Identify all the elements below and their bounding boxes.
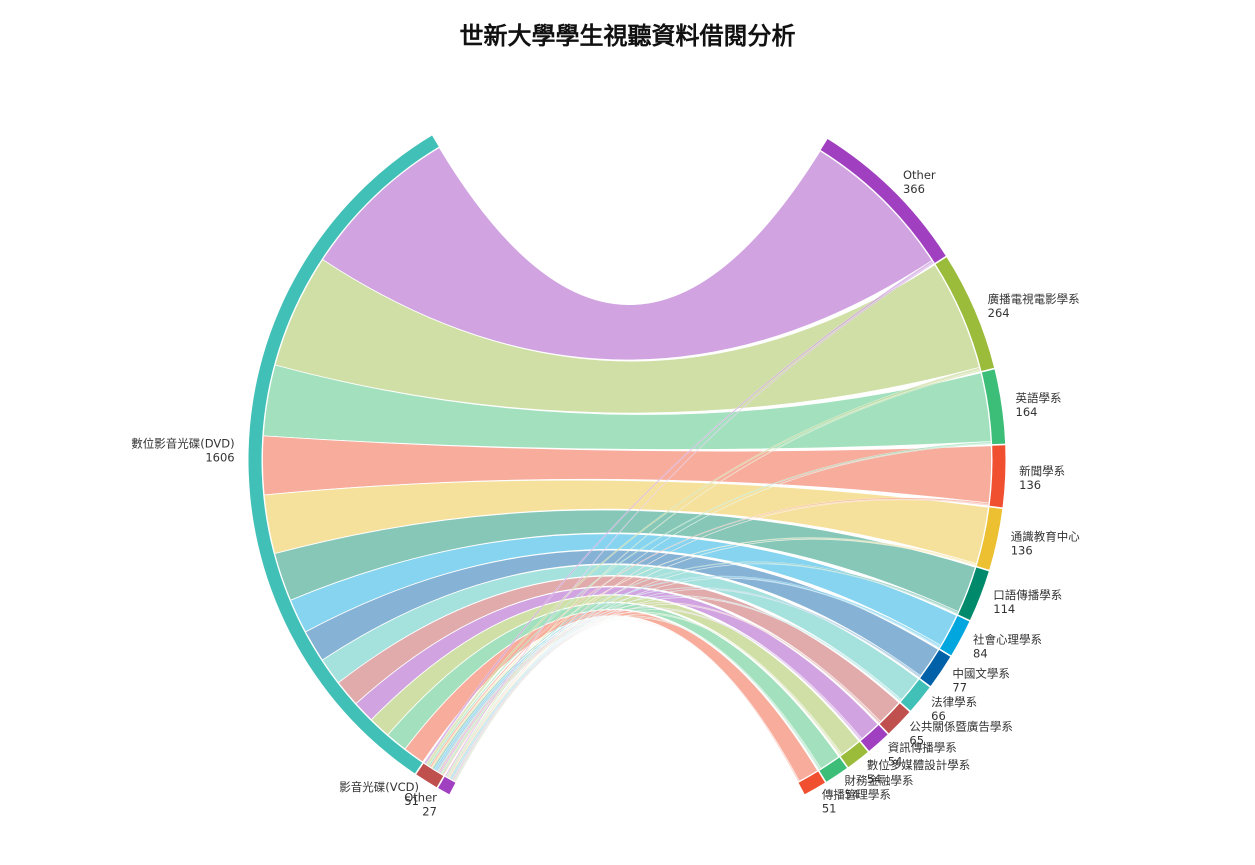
right-label-name-9: 公共關係暨廣告學系	[909, 720, 1013, 734]
right-label-name-10: 資訊傳播學系	[888, 740, 957, 754]
target-arc-4[interactable]	[976, 507, 1003, 570]
target-arc-13[interactable]	[798, 771, 825, 795]
left-label-name-2: Other	[404, 790, 437, 804]
right-label-name-0: Other	[903, 168, 936, 182]
right-label-value-6: 84	[973, 646, 988, 660]
right-label-name-4: 通識教育中心	[1011, 530, 1080, 544]
flow-layer	[262, 147, 992, 783]
right-label-name-7: 中國文學系	[952, 666, 1010, 680]
right-label-name-12: 財務金融學系	[845, 774, 914, 788]
right-label-value-10: 54	[888, 754, 903, 768]
right-label-name-2: 英語學系	[1016, 391, 1062, 405]
right-label-value-12: 54	[845, 788, 860, 802]
right-label-name-8: 法律學系	[931, 695, 977, 709]
source-arc-1[interactable]	[416, 763, 444, 788]
target-arc-2[interactable]	[981, 369, 1006, 445]
right-label-value-4: 136	[1011, 544, 1033, 558]
left-label-value-2: 27	[422, 804, 437, 818]
target-arc-5[interactable]	[958, 567, 989, 621]
target-arc-9[interactable]	[879, 703, 910, 734]
target-arc-10[interactable]	[860, 725, 888, 751]
left-label-value-0: 1606	[205, 450, 234, 464]
right-label-name-11: 數位多媒體設計學系	[867, 758, 971, 772]
flow-2-0	[444, 262, 935, 777]
right-label-value-8: 66	[931, 709, 946, 723]
right-label-value-7: 77	[952, 680, 967, 694]
flow-2-1	[446, 369, 981, 778]
right-label-value-5: 114	[993, 602, 1015, 616]
right-label-value-0: 366	[903, 182, 925, 196]
flow-2-2	[447, 443, 992, 778]
left-label-value-1: 51	[404, 794, 419, 808]
label-layer: 數位影音光碟(DVD)1606影音光碟(VCD)51Other27Other36…	[131, 168, 1080, 818]
flow-2-13	[455, 620, 799, 783]
flow-2-3	[447, 499, 989, 779]
target-arc-8[interactable]	[900, 679, 930, 711]
chart-title: 世新大學學生視聽資料借閱分析	[459, 21, 796, 50]
source-arc-0[interactable]	[248, 135, 439, 774]
right-label-name-6: 社會心理學系	[973, 632, 1042, 646]
right-label-value-13: 51	[822, 802, 837, 816]
target-arc-3[interactable]	[989, 445, 1006, 508]
left-label-name-0: 數位影音光碟(DVD)	[131, 436, 234, 450]
right-label-value-1: 264	[988, 306, 1010, 320]
arc-layer	[248, 135, 1006, 795]
right-label-name-1: 廣播電視電影學系	[988, 292, 1080, 306]
target-arc-12[interactable]	[819, 757, 847, 782]
right-label-value-2: 164	[1016, 405, 1038, 419]
right-label-name-13: 傳播管理學系	[822, 788, 891, 802]
left-label-name-1: 影音光碟(VCD)	[339, 780, 419, 794]
right-label-value-11: 54	[867, 772, 882, 786]
target-arc-11[interactable]	[840, 741, 868, 768]
target-arc-7[interactable]	[920, 650, 951, 687]
right-label-value-9: 65	[909, 734, 924, 748]
target-arc-6[interactable]	[940, 615, 970, 656]
right-label-value-3: 136	[1019, 478, 1041, 492]
right-label-name-5: 口語傳播學系	[993, 588, 1062, 602]
right-label-name-3: 新聞學系	[1019, 464, 1065, 478]
target-arc-0[interactable]	[820, 139, 946, 263]
target-arc-1[interactable]	[935, 257, 995, 371]
flow-2-4	[448, 538, 977, 779]
source-arc-2[interactable]	[438, 776, 456, 795]
